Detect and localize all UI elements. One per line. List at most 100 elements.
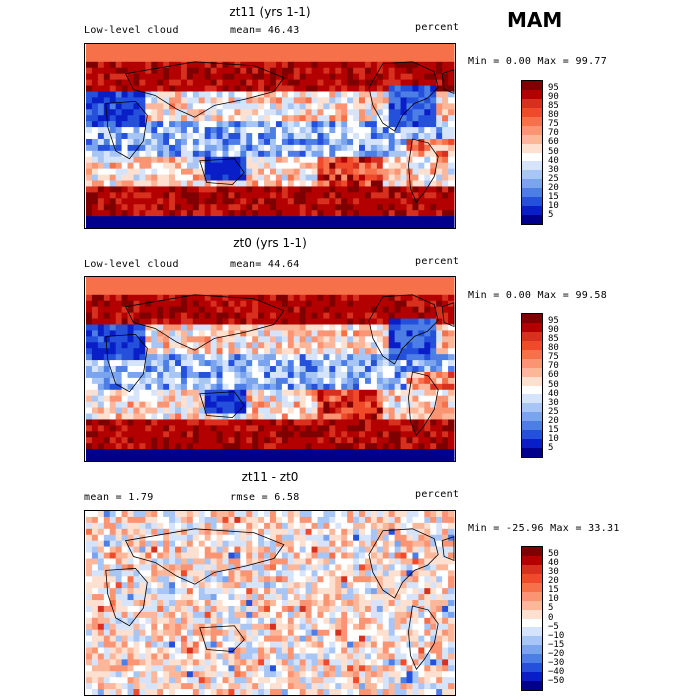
coastline [441, 536, 455, 562]
colorbar-swatch [522, 555, 542, 565]
colorbar-swatch [522, 314, 542, 323]
colorbar-tick-label: 10 [548, 433, 559, 444]
colorbar-swatch [522, 448, 542, 457]
colorbar-tick-label: 80 [548, 110, 559, 121]
panel-2-mean-label: mean= 44.64 [230, 259, 300, 270]
colorbar-tick-label: 10 [548, 594, 559, 605]
season-label: MAM [507, 8, 563, 32]
colorbar-swatch [522, 547, 542, 556]
panel-2-units: percent [415, 256, 460, 267]
map-field [86, 511, 455, 695]
colorbar-tick-label: 15 [548, 585, 559, 596]
colorbar-swatch [522, 170, 542, 180]
colorbar-tick-label: −30 [548, 657, 565, 668]
colorbar-tick-label: −40 [548, 666, 565, 677]
colorbar-swatch [522, 322, 542, 332]
coastline [368, 294, 439, 365]
panel-2-variable-label: Low-level cloud [84, 259, 179, 270]
colorbar-swatch [522, 573, 542, 583]
panel-3-units: percent [415, 489, 460, 500]
colorbar-swatch [522, 564, 542, 574]
coastline [408, 138, 439, 204]
colorbar-swatch [522, 188, 542, 198]
colorbar-swatch [522, 116, 542, 126]
colorbar-swatch [522, 412, 542, 422]
coastline [124, 528, 285, 585]
panel-1-map [84, 43, 456, 229]
panel-3-mean-label: mean = 1.79 [84, 492, 154, 503]
colorbar-swatch [522, 600, 542, 610]
colorbar-tick-label: 5 [548, 442, 554, 453]
colorbar-swatch [522, 627, 542, 637]
colorbar-swatch [522, 81, 542, 90]
colorbar-tick-label: 95 [548, 316, 559, 327]
colorbar-swatch [522, 421, 542, 431]
colorbar-swatch [522, 439, 542, 449]
colorbar-swatch [522, 340, 542, 350]
colorbar-tick-label: 15 [548, 424, 559, 435]
panel-3-colorbar [521, 546, 543, 691]
colorbar-swatch [522, 618, 542, 628]
colorbar-swatch [522, 681, 542, 690]
colorbar-tick-label: 50 [548, 549, 559, 560]
coastline [408, 371, 439, 437]
colorbar-tick-label: 70 [548, 361, 559, 372]
coastline [199, 158, 245, 185]
colorbar-swatch [522, 143, 542, 153]
colorbar-tick-label: −15 [548, 639, 565, 650]
colorbar-swatch [522, 376, 542, 386]
colorbar-tick-label: 60 [548, 137, 559, 148]
colorbar-tick-label: 70 [548, 128, 559, 139]
colorbar-swatch [522, 349, 542, 359]
colorbar-swatch [522, 403, 542, 413]
panel-1-variable-label: Low-level cloud [84, 25, 179, 36]
coastline [124, 61, 285, 118]
coastline [105, 333, 148, 393]
colorbar-swatch [522, 161, 542, 171]
colorbar-tick-label: 40 [548, 388, 559, 399]
coastline [124, 294, 285, 351]
panel-1-colorbar [521, 80, 543, 225]
colorbar-swatch [522, 609, 542, 619]
colorbar-swatch [522, 107, 542, 117]
panel-1-min-max: Min = 0.00 Max = 99.77 [468, 56, 608, 67]
colorbar-tick-label: 75 [548, 119, 559, 130]
colorbar-tick-label: 95 [548, 83, 559, 94]
colorbar-swatch [522, 367, 542, 377]
colorbar-swatch [522, 206, 542, 216]
colorbar-tick-label: 30 [548, 397, 559, 408]
panel-3-min-max: Min = -25.96 Max = 33.31 [468, 523, 620, 534]
colorbar-swatch [522, 134, 542, 144]
coastline [199, 625, 245, 652]
colorbar-swatch [522, 331, 542, 341]
colorbar-tick-label: 10 [548, 200, 559, 211]
colorbar-swatch [522, 645, 542, 655]
panel-3-map [84, 510, 456, 696]
colorbar-tick-label: −50 [548, 675, 565, 686]
map-field [86, 44, 455, 228]
colorbar-tick-label: −20 [548, 648, 565, 659]
colorbar-swatch [522, 215, 542, 224]
colorbar-tick-label: 50 [548, 379, 559, 390]
colorbar-swatch [522, 582, 542, 592]
colorbar-tick-label: 85 [548, 334, 559, 345]
coastline [441, 302, 455, 328]
colorbar-tick-label: 60 [548, 370, 559, 381]
panel-2-colorbar [521, 313, 543, 458]
colorbar-swatch [522, 394, 542, 404]
coastline [105, 567, 148, 627]
colorbar-swatch [522, 197, 542, 207]
coastline [408, 605, 439, 671]
panel-1-units: percent [415, 22, 460, 33]
colorbar-tick-label: 20 [548, 182, 559, 193]
panel-3-title: zt11 - zt0 [241, 470, 299, 484]
coastline [441, 69, 455, 95]
panel-1-mean-label: mean= 46.43 [230, 25, 300, 36]
colorbar-swatch [522, 636, 542, 646]
colorbar-tick-label: 90 [548, 325, 559, 336]
colorbar-tick-label: −10 [548, 630, 565, 641]
coastline [368, 528, 439, 599]
colorbar-swatch [522, 358, 542, 368]
coastline [199, 391, 245, 418]
colorbar-tick-label: 5 [548, 603, 554, 614]
